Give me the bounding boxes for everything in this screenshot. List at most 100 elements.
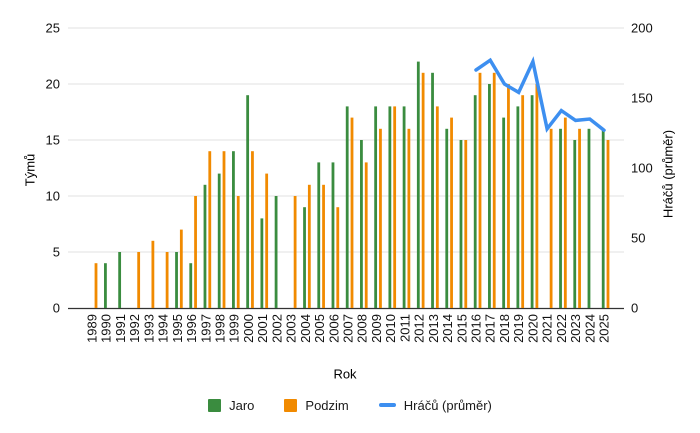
x-axis-year-label: 2019 [511,314,526,343]
bar-jaro-2012 [416,61,420,308]
legend-item-hr-pr-m-r: Hráčů (průměr) [378,397,492,413]
right-axis-tick-label: 50 [631,231,645,246]
bar-podzim-2007 [350,117,354,308]
x-axis-year-label: 1998 [213,314,228,343]
bar-podzim-1995 [179,229,183,308]
bar-jaro-1999 [232,151,235,308]
x-axis-year-label: 2009 [369,314,384,343]
x-axis-year-label: 2014 [440,314,455,343]
bar-podzim-2022 [563,117,567,308]
x-axis-year-label: 2018 [497,314,512,343]
bar-jaro-2024 [587,128,591,308]
bar-jaro-2025 [601,128,605,308]
legend-item-jaro: Jaro [208,398,254,413]
bar-podzim-2004 [307,184,311,308]
bar-podzim-1998 [222,151,226,308]
bar-jaro-2004 [303,207,306,308]
x-axis-year-label: 2011 [397,314,412,342]
bar-podzim-2020 [535,84,539,308]
bar-podzim-1993 [151,240,155,308]
bar-podzim-2003 [293,196,297,308]
bar-podzim-2000 [251,151,254,308]
legend: Jaro Podzim Hráčů (průměr) [0,392,700,418]
x-axis-year-label: 1997 [198,314,213,343]
x-axis-year-label: 2010 [383,314,398,343]
bar-podzim-2013 [435,106,439,309]
x-axis-year-label: 2000 [241,314,256,343]
bar-podzim-2008 [364,162,368,308]
bar-jaro-1991 [118,252,122,308]
bar-jaro-2016 [473,95,477,308]
x-axis-year-label: 2005 [312,314,327,343]
bar-jaro-2022 [559,128,562,308]
bar-podzim-2011 [407,128,411,308]
x-axis-year-label: 1999 [227,314,242,343]
bar-podzim-1989 [94,263,98,308]
x-axis-year-label: 2015 [454,314,469,343]
bar-podzim-2015 [464,140,468,308]
bar-podzim-2019 [521,95,525,308]
x-axis-year-label: 2001 [255,314,270,343]
x-axis-year-label: 2021 [540,314,555,343]
left-axis-title: Týmů [22,153,38,187]
x-axis-year-label: 2007 [341,314,356,343]
x-axis-year-label: 1994 [156,314,171,343]
legend-square-swatch [284,398,298,412]
bar-jaro-2023 [573,140,577,308]
bar-jaro-1998 [217,173,221,308]
x-axis-year-label: 2013 [426,314,441,343]
x-axis-year-label: 2023 [568,314,583,343]
left-axis-tick-label: 20 [46,77,60,92]
bar-jaro-2002 [274,196,278,308]
bar-podzim-2014 [450,117,453,308]
x-axis-year-label: 2020 [525,314,540,343]
x-axis-year-label: 1991 [113,314,128,343]
bar-jaro-1995 [175,252,178,308]
bar-jaro-2005 [317,162,321,308]
x-axis-year-label: 1990 [99,314,114,343]
left-axis-tick-label: 10 [46,189,60,204]
bar-podzim-2010 [393,106,397,309]
bar-podzim-2018 [507,84,510,308]
bar-podzim-2016 [478,72,482,308]
bar-jaro-2014 [445,128,449,308]
legend-square-swatch [208,398,222,412]
x-axis-year-label: 2008 [355,314,370,343]
bar-jaro-2013 [431,72,434,308]
bar-podzim-2005 [322,184,325,308]
right-axis-tick-label: 200 [631,21,653,36]
left-axis-tick-label: 15 [46,133,60,148]
legend-label: Podzim [305,397,349,413]
bar-jaro-2015 [459,140,463,308]
right-axis-title: Hráčů (průměr) [660,129,676,219]
x-axis-year-label: 1996 [184,314,199,343]
bar-jaro-1990 [104,263,107,308]
legend-label: Hráčů (průměr) [403,397,492,413]
x-axis-year-label: 1993 [141,314,156,343]
bar-podzim-2012 [421,72,425,308]
bar-podzim-2017 [492,72,496,308]
bar-jaro-2006 [331,162,335,308]
bar-podzim-2009 [379,128,382,308]
bar-jaro-2000 [246,95,250,308]
x-axis-year-label: 1992 [127,314,142,343]
bar-jaro-2008 [360,140,363,308]
bar-podzim-2021 [549,128,553,308]
right-axis-tick-label: 0 [631,301,638,316]
bar-jaro-1997 [203,184,207,308]
left-axis-tick-label: 0 [53,301,60,316]
bar-jaro-2017 [488,84,491,308]
bar-jaro-2018 [502,117,506,308]
x-axis-year-label: 2004 [298,314,313,343]
bar-jaro-2020 [530,95,534,308]
bar-podzim-2006 [336,207,340,308]
x-axis-year-label: 2002 [269,314,284,343]
x-axis-title: Rok [333,366,357,382]
bar-jaro-2001 [260,218,264,308]
bar-podzim-1997 [208,151,212,308]
bar-podzim-2023 [578,128,581,308]
players-average-line [474,56,606,133]
bar-podzim-1994 [165,252,169,308]
bar-jaro-2011 [402,106,406,309]
